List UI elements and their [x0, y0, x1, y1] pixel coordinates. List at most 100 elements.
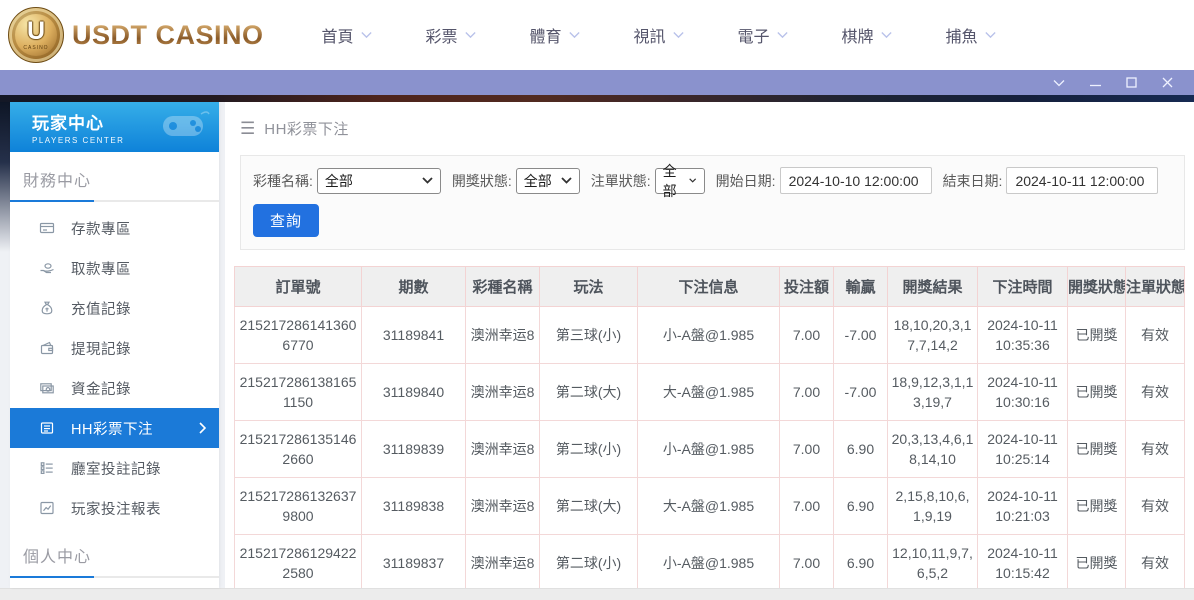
start-date-input[interactable]: [779, 167, 932, 194]
sidebar-item-label: 提現記錄: [71, 341, 131, 358]
table-cell: 2,15,8,10,6,1,9,19: [887, 477, 978, 535]
coin-sub-text: CASINO: [23, 45, 49, 51]
column-header: 玩法: [539, 266, 638, 307]
table-cell: 已開獎: [1067, 363, 1126, 421]
nav-item-5[interactable]: 電子: [738, 23, 788, 47]
table-cell: 31189838: [361, 477, 466, 535]
table-cell: 6.90: [833, 534, 888, 588]
sidebar-item-1-8[interactable]: 玩家投注報表: [10, 488, 219, 528]
chevron-down-icon: [422, 177, 433, 184]
table-cell: 小-A盤@1.985: [637, 306, 780, 364]
table-cell: 6.90: [833, 420, 888, 478]
table-row: 2152172861413606770 31189841 澳洲幸运8 第三球(小) 小-…: [234, 306, 1185, 364]
nav-item-6[interactable]: 棋牌: [842, 23, 892, 47]
table-cell: 20,3,13,4,6,18,14,10: [887, 420, 978, 478]
table-cell: 2024-10-11 10:21:03: [977, 477, 1068, 535]
table-cell: 小-A盤@1.985: [637, 534, 780, 588]
column-header: 注單狀態: [1125, 266, 1185, 307]
column-header: 彩種名稱: [465, 266, 540, 307]
sidebar-item-1-5[interactable]: 資金記錄: [10, 368, 219, 408]
table-cell: 31189839: [361, 420, 466, 478]
nav-item-4[interactable]: 視訊: [634, 23, 684, 47]
column-header: 訂單號: [234, 266, 362, 307]
brand-logo: U CASINO USDT CASINO: [8, 7, 264, 63]
sidebar-item-label: 取款專區: [71, 261, 131, 278]
table-cell: 12,10,11,9,7,6,5,2: [887, 534, 978, 588]
horizontal-scrollbar[interactable]: [0, 588, 1194, 600]
column-header: 下注時間: [977, 266, 1068, 307]
section-underline: [10, 576, 219, 578]
sidebar-item-1-1[interactable]: 存款專區: [10, 208, 219, 248]
search-button[interactable]: 查詢: [253, 204, 320, 237]
nav-item-1[interactable]: 首頁: [322, 23, 372, 47]
sidebar-item-1-3[interactable]: 充值記錄: [10, 288, 219, 328]
sidebar-item-label: 廳室投註記錄: [71, 461, 161, 478]
nav-item-7[interactable]: 捕魚: [946, 23, 996, 47]
sidebar-item-1-2[interactable]: 取款專區: [10, 248, 219, 288]
table-cell: 7.00: [779, 420, 834, 478]
section-label: 個人中心: [23, 549, 92, 566]
draw-status-label: 開獎狀態:: [451, 172, 512, 189]
main-panel: ☰ HH彩票下注 彩種名稱: 全部 開獎狀態: 全部 注單狀態: 全部: [225, 102, 1194, 588]
start-date-label: 開始日期:: [715, 172, 776, 189]
table-cell: 31189840: [361, 363, 466, 421]
nav-item-3[interactable]: 體育: [530, 23, 580, 47]
lottery-name-select[interactable]: 全部: [316, 167, 441, 194]
table-cell: 澳洲幸运8: [465, 306, 540, 364]
table-cell: 有效: [1125, 306, 1185, 364]
sidebar-item-1-4[interactable]: 提現記錄: [10, 328, 219, 368]
table-cell: -7.00: [833, 306, 888, 364]
window-controls: [1036, 73, 1180, 93]
funds-record-icon: [39, 380, 55, 396]
table-cell: 2024-10-11 10:25:14: [977, 420, 1068, 478]
app-header: U CASINO USDT CASINO 首頁 彩票 體育 視訊 電子 棋牌 捕魚: [0, 0, 1194, 70]
table-cell: 大-A盤@1.985: [637, 363, 780, 421]
column-header: 期數: [361, 266, 466, 307]
nav-item-label: 棋牌: [841, 29, 874, 46]
chevron-down-button[interactable]: [1046, 73, 1072, 93]
draw-status-select[interactable]: 全部: [515, 167, 580, 194]
column-header: 下注信息: [637, 266, 780, 307]
nav-item-label: 捕魚: [945, 29, 978, 46]
table-cell: 已開獎: [1067, 420, 1126, 478]
order-status-select[interactable]: 全部: [654, 163, 705, 199]
table-cell: 大-A盤@1.985: [637, 477, 780, 535]
end-date-input[interactable]: [1006, 167, 1159, 194]
nav-item-label: 彩票: [425, 29, 458, 46]
chevron-down-icon: [672, 31, 684, 39]
brand-name: USDT CASINO: [72, 19, 264, 50]
maximize-button[interactable]: [1118, 73, 1144, 93]
table-cell: 7.00: [779, 477, 834, 535]
table-cell: 澳洲幸运8: [465, 363, 540, 421]
minimize-button[interactable]: [1082, 73, 1108, 93]
table-cell: 澳洲幸运8: [465, 420, 540, 478]
nav-item-2[interactable]: 彩票: [426, 23, 476, 47]
lottery-bet-icon: [39, 420, 55, 436]
sidebar-item-label: 充值記錄: [71, 301, 131, 318]
table-cell: 有效: [1125, 363, 1185, 421]
window-titlebar: [0, 70, 1194, 95]
sidebar-item-1-7[interactable]: 廳室投註記錄: [10, 448, 219, 488]
chevron-down-icon: [561, 177, 572, 184]
table-cell: 2152172861351462660: [234, 420, 362, 478]
nav-item-label: 電子: [737, 29, 770, 46]
close-button[interactable]: [1154, 73, 1180, 93]
sidebar-item-2-1[interactable]: 消息公告: [10, 584, 219, 588]
order-status-label: 注單狀態:: [590, 172, 651, 189]
table-cell: 2152172861326379800: [234, 477, 362, 535]
deposit-icon: [39, 220, 55, 236]
sidebar-item-1-6[interactable]: HH彩票下注: [10, 408, 219, 448]
table-cell: 2024-10-11 10:15:42: [977, 534, 1068, 588]
table-cell: 第三球(小): [539, 306, 638, 364]
table-row: 2152172861326379800 31189838 澳洲幸运8 第二球(大) 大-…: [234, 477, 1185, 535]
table-cell: 有效: [1125, 477, 1185, 535]
sidebar-header: 玩家中心 PLAYERS CENTER: [10, 102, 219, 152]
chevron-down-icon: [880, 31, 892, 39]
column-header: 開獎狀態: [1067, 266, 1126, 307]
table-cell: 7.00: [779, 363, 834, 421]
chevron-down-icon: [689, 178, 697, 183]
menu-toggle-icon[interactable]: ☰: [240, 119, 256, 138]
room-record-icon: [39, 460, 55, 476]
table-cell: 31189837: [361, 534, 466, 588]
sidebar-title: 玩家中心: [32, 114, 104, 133]
